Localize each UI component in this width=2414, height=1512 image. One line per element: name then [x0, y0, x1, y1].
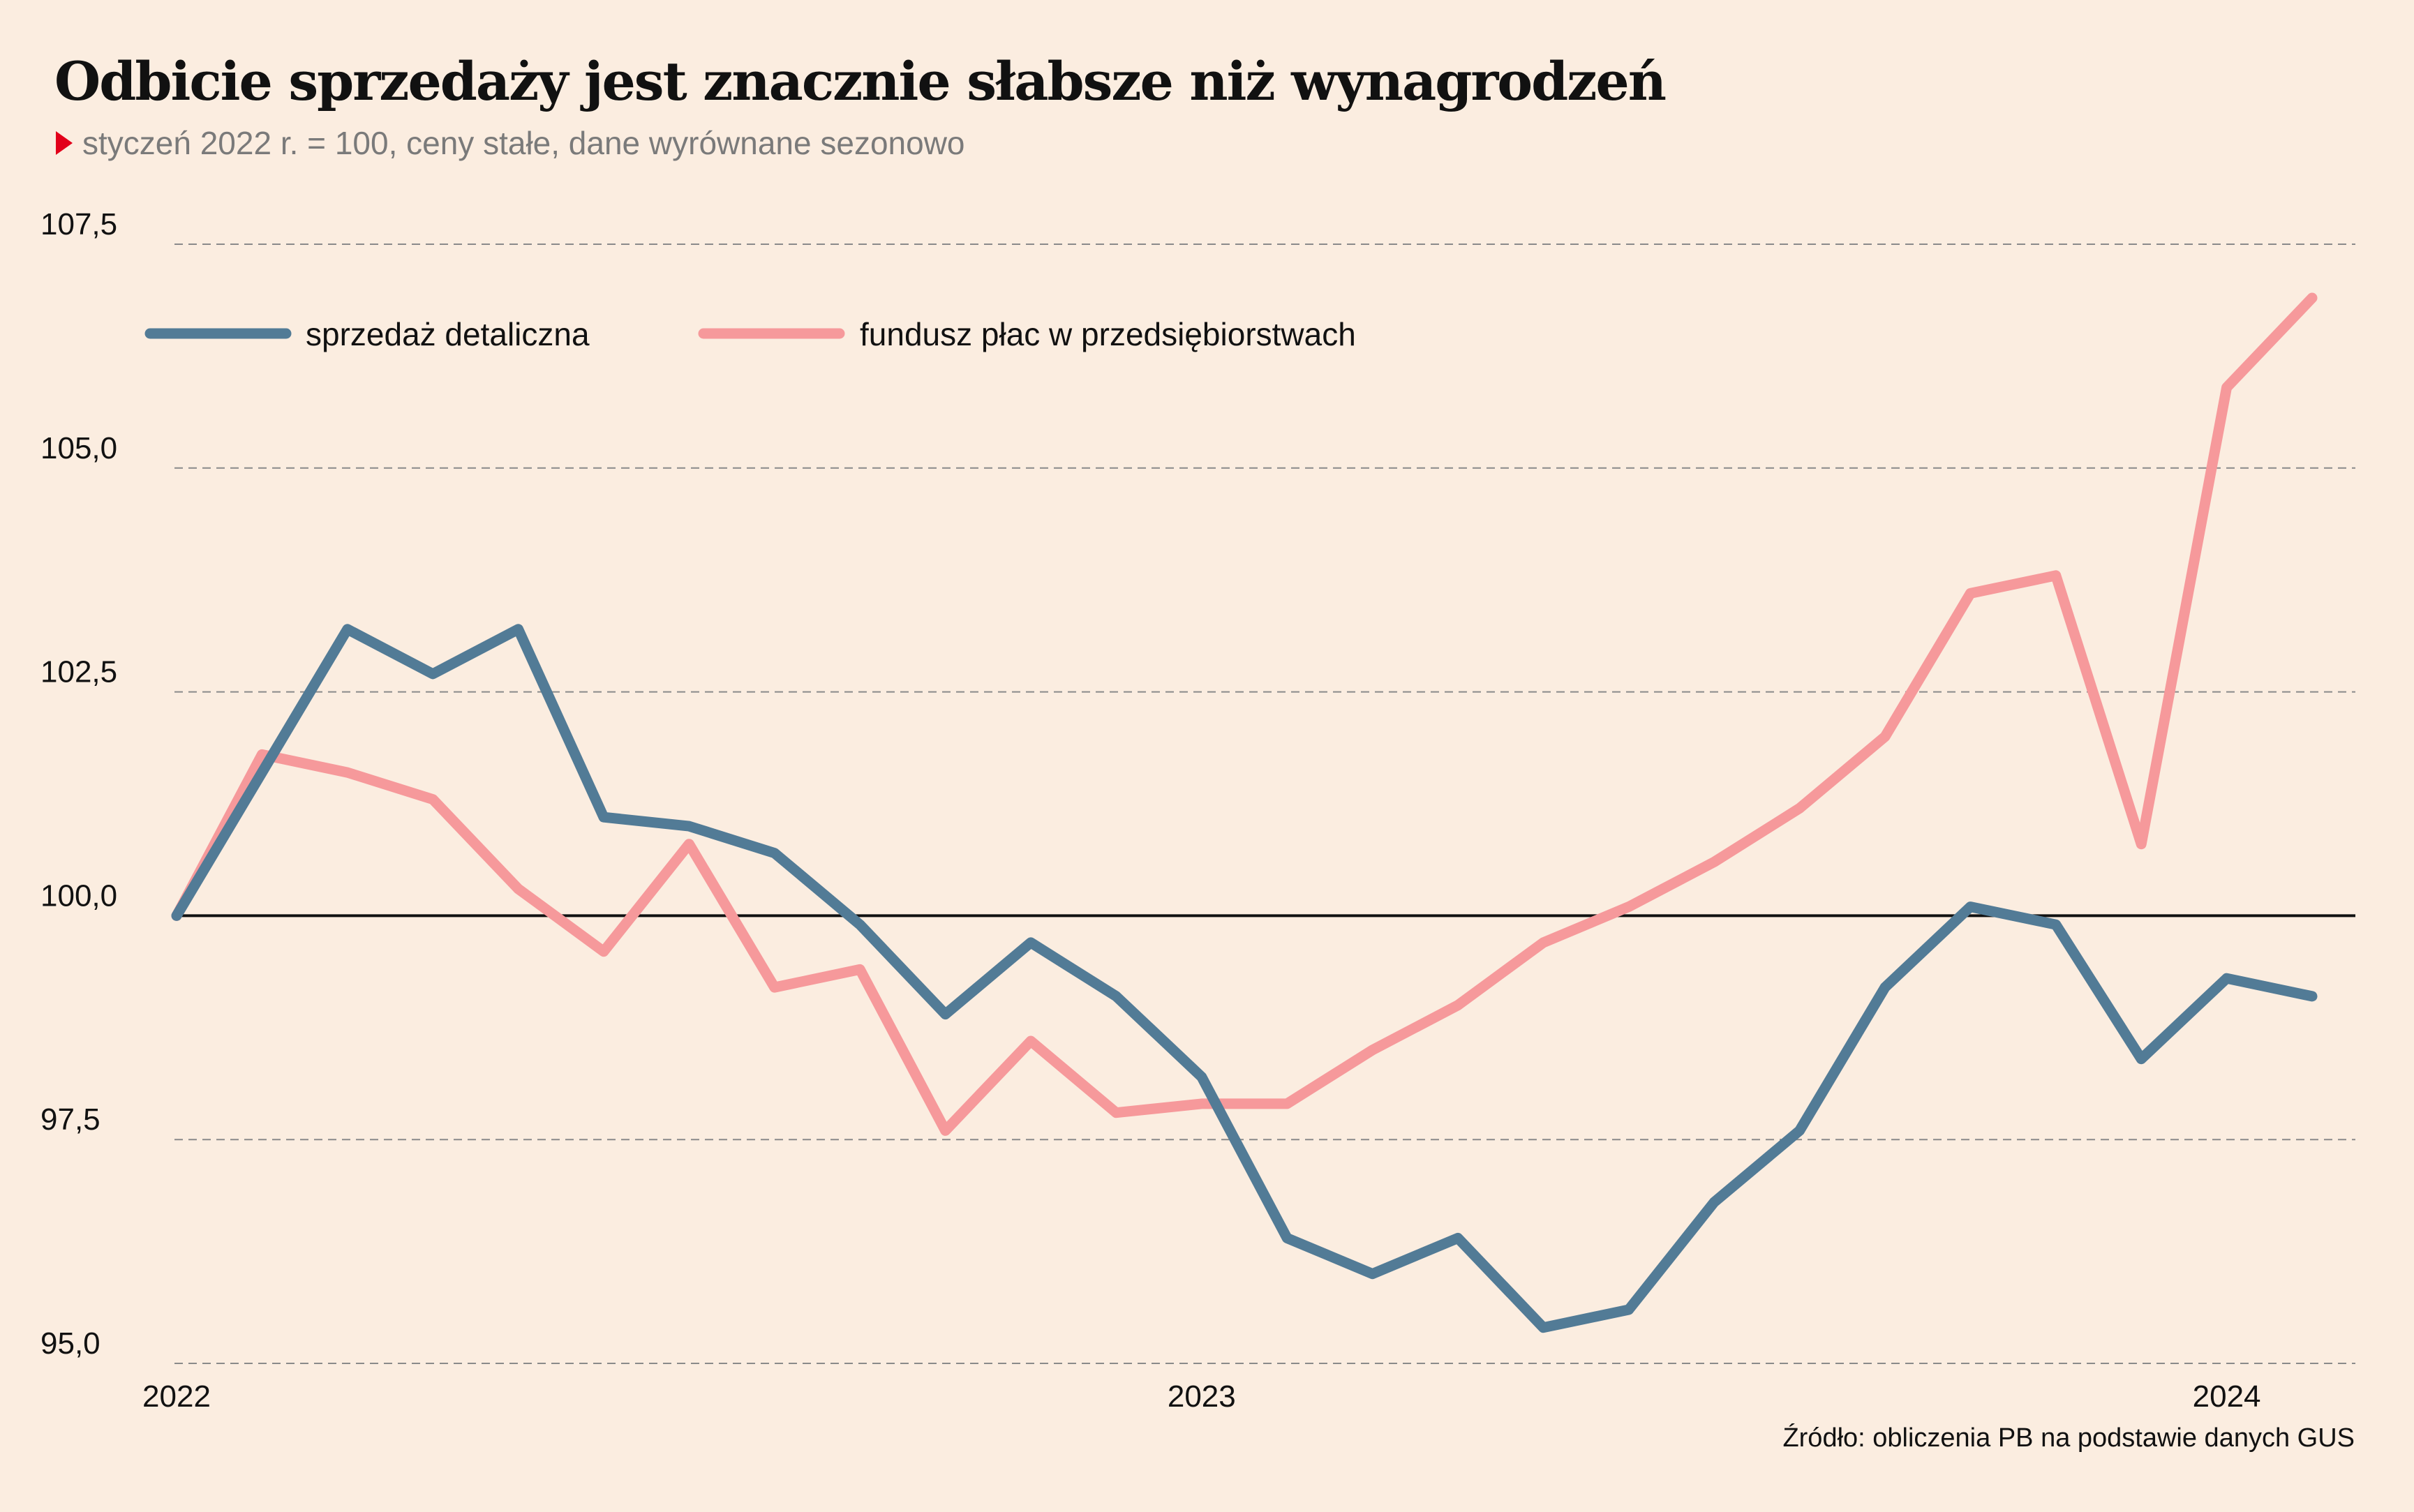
y-tick-label: 105,0	[40, 431, 117, 465]
chart-subtitle: styczeń 2022 r. = 100, ceny stałe, dane …	[56, 124, 965, 162]
y-tick-label: 102,5	[40, 655, 117, 689]
y-tick-label: 100,0	[40, 878, 117, 913]
legend: sprzedaż detaliczna fundusz płac w przeds…	[144, 316, 1356, 352]
series-line-sales	[171, 624, 2318, 1333]
x-tick-label: 2022	[142, 1379, 211, 1414]
source-note: Źródło: obliczenia PB na podstawie danyc…	[1782, 1423, 2355, 1453]
series-lines	[171, 292, 2318, 1333]
y-tick-label: 95,0	[40, 1326, 100, 1361]
y-tick-label: 107,5	[40, 207, 117, 241]
series-line-wages	[171, 292, 2318, 1136]
legend-label: sprzedaż detaliczna	[306, 316, 590, 352]
x-tick-label: 2023	[1168, 1379, 1236, 1414]
x-axis-tick-labels: 2022 2023 2024	[142, 1379, 2260, 1414]
chart-title: Odbicie sprzedaży jest znacznie słabsze …	[54, 50, 1667, 112]
legend-label: fundusz płac w przedsiębiorstwach	[860, 316, 1356, 352]
chart-subtitle-text: styczeń 2022 r. = 100, ceny stałe, dane …	[82, 125, 965, 161]
y-tick-label: 97,5	[40, 1102, 100, 1137]
triangle-marker-icon	[56, 131, 73, 155]
y-axis-tick-labels: 95,0 97,5 100,0 102,5 105,0 107,5	[40, 207, 117, 1361]
x-tick-label: 2024	[2193, 1379, 2261, 1414]
